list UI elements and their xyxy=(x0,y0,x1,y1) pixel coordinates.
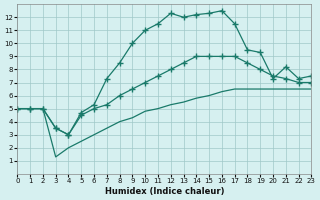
X-axis label: Humidex (Indice chaleur): Humidex (Indice chaleur) xyxy=(105,187,224,196)
